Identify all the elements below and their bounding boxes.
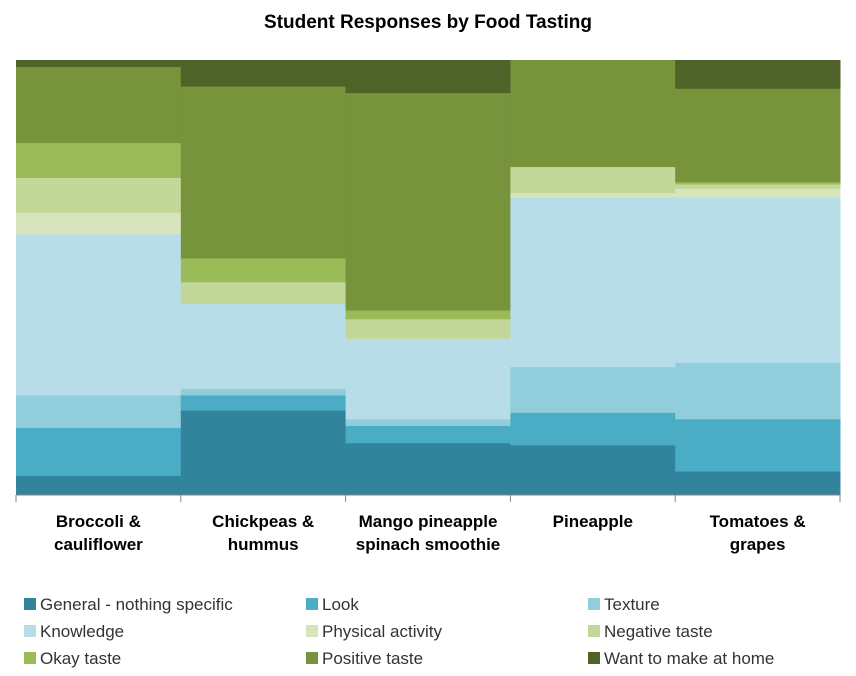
legend-item: General - nothing specific	[24, 595, 233, 614]
legend-swatch	[306, 652, 318, 664]
bar-segment	[16, 142, 182, 178]
bar-segment	[345, 60, 511, 94]
chart-title: Student Responses by Food Tasting	[264, 12, 592, 33]
bar-segment	[675, 60, 841, 89]
x-axis	[15, 494, 841, 502]
category-label: Mango pineapple spinach smoothie	[356, 512, 501, 554]
bar-segment	[510, 197, 676, 368]
bar-segment	[180, 410, 347, 496]
bar-segment	[510, 366, 676, 413]
legend-item: Positive taste	[306, 649, 423, 668]
bar-segment	[16, 394, 182, 429]
category-label: Broccoli & cauliflower	[54, 512, 143, 554]
bar-segment	[345, 425, 511, 444]
bar-segment	[345, 310, 511, 320]
bar-segment	[345, 92, 511, 311]
bar-segment	[510, 192, 676, 198]
legend-swatch	[306, 625, 318, 637]
legend-swatch	[588, 625, 600, 637]
category-label: Chickpeas & hummus	[212, 512, 314, 554]
bar-segment	[345, 442, 511, 496]
bar-segment	[180, 281, 347, 305]
legend-item: Okay taste	[24, 649, 121, 668]
legend-label: Okay taste	[40, 649, 121, 668]
bar-segment	[675, 418, 841, 472]
bar-segment	[180, 303, 347, 389]
legend-label: General - nothing specific	[40, 595, 233, 614]
category-labels: Broccoli & cauliflower Chickpeas & hummus Ma…	[54, 512, 806, 554]
legend-item: Knowledge	[24, 622, 124, 641]
bar-segment	[180, 388, 347, 396]
legend-label: Knowledge	[40, 622, 124, 641]
bar-segment	[16, 177, 182, 213]
bar-segment	[675, 88, 841, 183]
legend-swatch	[588, 652, 600, 664]
bar-segment	[675, 181, 841, 185]
bar-segment	[675, 183, 841, 189]
bar-segment	[675, 471, 841, 496]
legend-label: Texture	[604, 595, 660, 614]
bar-segment	[675, 197, 841, 363]
legend-item: Negative taste	[588, 622, 713, 641]
legend-swatch	[24, 625, 36, 637]
bar-segment	[16, 475, 182, 496]
legend-item: Want to make at home	[588, 649, 774, 668]
bar-segment	[180, 60, 347, 87]
bar-segment	[345, 418, 511, 426]
legend-item: Physical activity	[306, 622, 442, 641]
bar-segment	[345, 318, 511, 339]
legend-swatch	[24, 652, 36, 664]
bar-segment	[16, 66, 182, 144]
bar-segment	[16, 212, 182, 235]
bar-segment	[510, 412, 676, 446]
legend-item: Look	[306, 595, 359, 614]
bar-segment	[675, 188, 841, 198]
bar-segment	[345, 338, 511, 420]
bar-segment	[16, 234, 182, 396]
bar-segment	[16, 60, 182, 68]
bar-segment	[675, 362, 841, 420]
legend-swatch	[306, 598, 318, 610]
legend-label: Positive taste	[322, 649, 423, 668]
bar-segment	[180, 86, 347, 259]
legend-label: Look	[322, 595, 359, 614]
bar-segment	[510, 444, 676, 496]
bars-group	[16, 60, 841, 496]
legend-item: Texture	[588, 595, 660, 614]
category-label: Pineapple	[553, 512, 633, 531]
bar-segment	[16, 427, 182, 476]
bar-segment	[180, 394, 347, 411]
bar-segment	[180, 257, 347, 283]
category-label: Tomatoes & grapes	[710, 512, 806, 554]
bar-segment	[510, 166, 676, 194]
legend-swatch	[24, 598, 36, 610]
legend-label: Negative taste	[604, 622, 713, 641]
legend-swatch	[588, 598, 600, 610]
legend-label: Want to make at home	[604, 649, 774, 668]
legend: General - nothing specific Look Texture Kno…	[24, 595, 774, 668]
legend-label: Physical activity	[322, 622, 442, 641]
bar-segment	[510, 60, 676, 168]
